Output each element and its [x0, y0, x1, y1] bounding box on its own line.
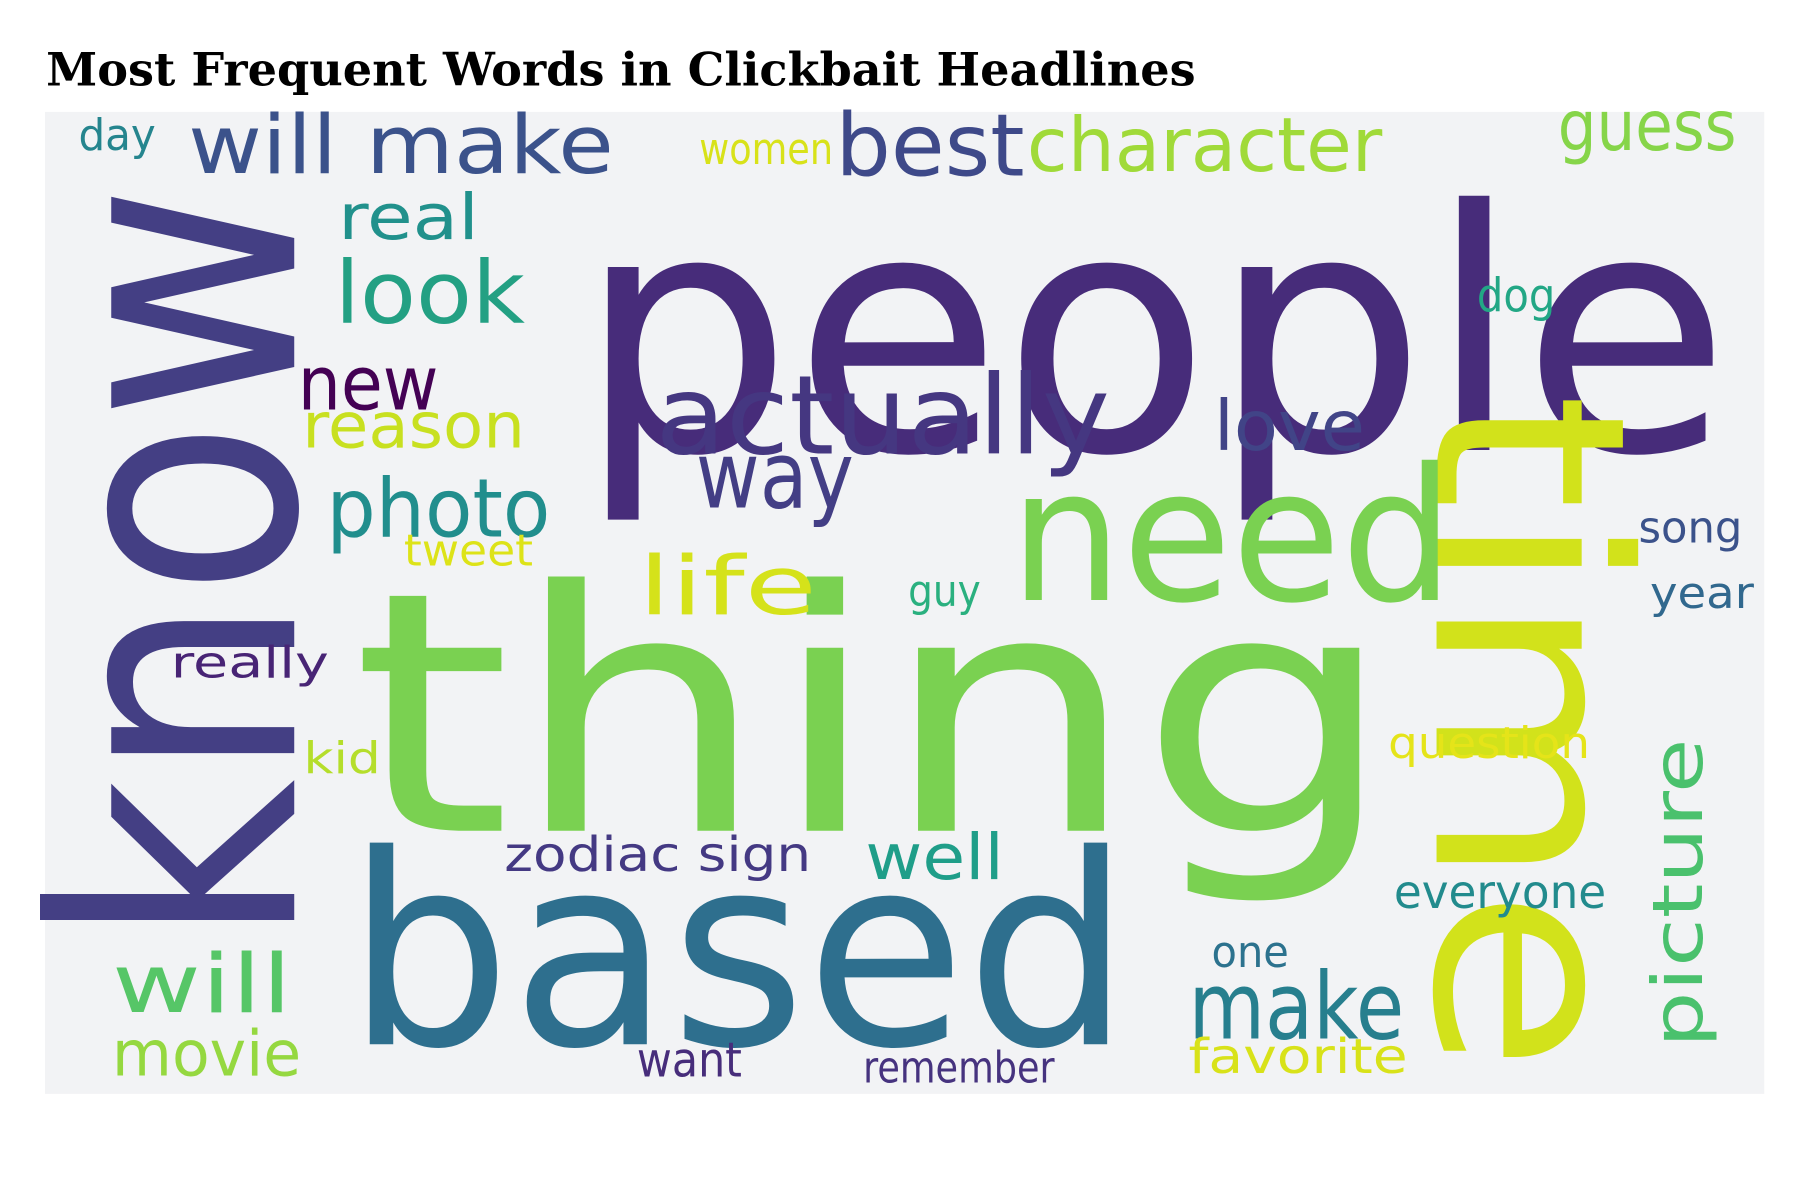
word: know [0, 185, 373, 947]
word: year [1650, 568, 1755, 619]
word: best [835, 96, 1024, 196]
word: life [638, 540, 817, 634]
word: kid [303, 733, 380, 784]
word: need [1010, 429, 1454, 644]
word: real [338, 180, 479, 254]
word: photo [327, 463, 551, 557]
word: picture [1639, 738, 1719, 1047]
word: time [1374, 392, 1683, 1073]
word: favorite [1188, 1029, 1407, 1085]
word: zodiac sign [504, 827, 811, 883]
word: remember [863, 1042, 1055, 1093]
word: character [1027, 101, 1383, 189]
word: guy [908, 566, 981, 617]
word: based [346, 798, 1131, 1107]
chart-title: Most Frequent Words in Clickbait Headlin… [46, 42, 1195, 96]
word: reason [302, 389, 525, 463]
word: well [865, 820, 1003, 894]
word: song [1638, 502, 1742, 553]
word: guess [1558, 87, 1737, 167]
word: really [171, 637, 329, 688]
word: actually [655, 351, 1110, 479]
word: tweet [404, 525, 533, 576]
word: everyone [1394, 865, 1606, 919]
word: question [1388, 718, 1590, 769]
word: day [78, 110, 155, 161]
word: make [1188, 952, 1404, 1060]
word: want [637, 1033, 742, 1089]
cloud-background [45, 111, 1765, 1094]
word: dog [1477, 269, 1555, 323]
word: love [1214, 387, 1365, 467]
word: one [1212, 927, 1289, 978]
word: will make [188, 99, 614, 193]
word: movie [112, 1016, 301, 1090]
word: look [335, 244, 525, 344]
word: women [699, 124, 833, 175]
word: will [112, 938, 292, 1032]
word: new [298, 340, 439, 428]
word: way [696, 422, 854, 530]
word: thing [352, 520, 1396, 910]
word: people [577, 139, 1731, 529]
